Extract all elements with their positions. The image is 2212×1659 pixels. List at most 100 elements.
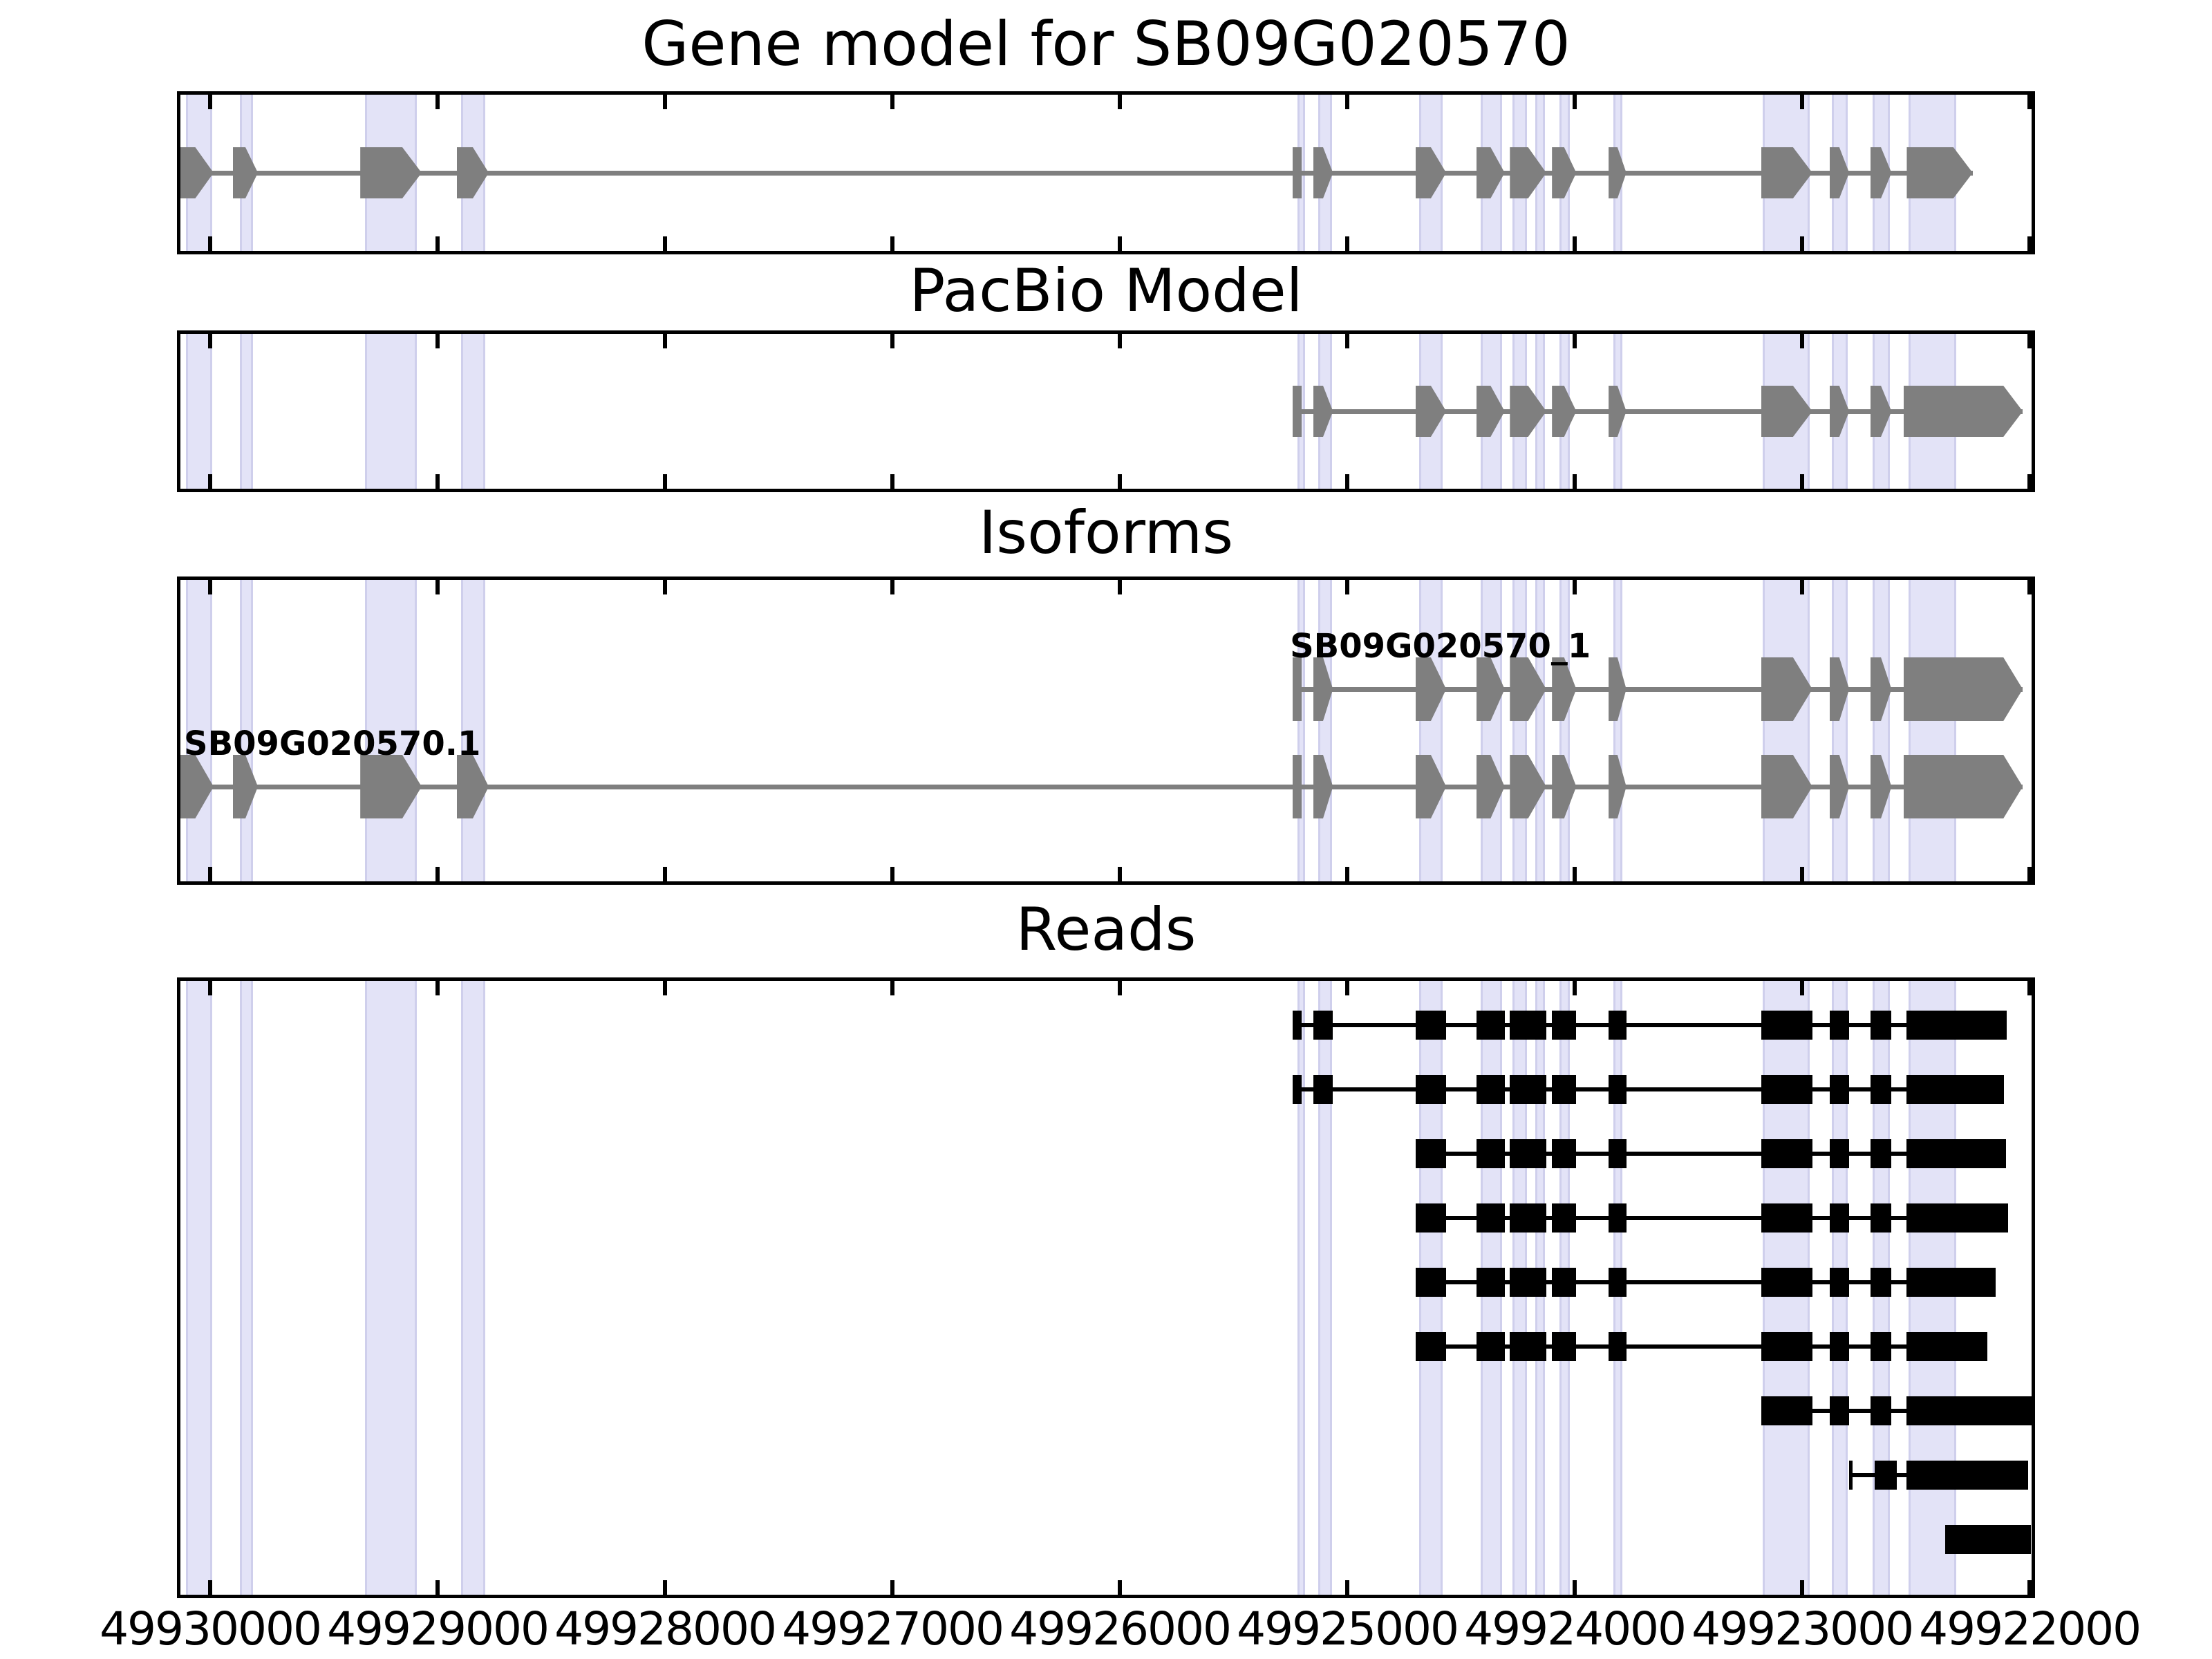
axis-tick-label: 49930000 [100, 1602, 322, 1656]
exon-highlight-band [186, 330, 213, 492]
axis-tick [2027, 236, 2032, 254]
axis-tick [1800, 1580, 1805, 1598]
axis-tick [2027, 330, 2032, 348]
pacbio-panel-title: PacBio Model [909, 256, 1303, 326]
exon-highlight-band [1831, 577, 1848, 885]
axis-tick [890, 577, 895, 594]
read-block [1510, 1075, 1546, 1104]
read-block [1761, 1203, 1812, 1232]
read-block [1870, 1139, 1892, 1168]
axis-tick [663, 236, 668, 254]
exon-highlight-band [186, 977, 213, 1598]
intron-line [177, 170, 1973, 176]
axis-tick [663, 977, 668, 995]
read-block [1761, 1075, 1812, 1104]
read-block [1906, 1396, 2032, 1425]
read-block [1829, 1011, 1850, 1040]
axis-tick [208, 236, 213, 254]
axis-tick [1573, 91, 1577, 109]
read-block [1476, 1075, 1505, 1104]
read-block [1609, 1139, 1627, 1168]
read-block [1552, 1203, 1577, 1232]
intron-line [1293, 1087, 2005, 1091]
read-block [1609, 1011, 1627, 1040]
exon-block [233, 147, 258, 198]
isoforms-panel-title: Isoforms [978, 498, 1234, 568]
axis-tick [435, 867, 440, 885]
read-block [1293, 1075, 1302, 1104]
axis-tick [1573, 1580, 1577, 1598]
exon-highlight-band [1613, 577, 1623, 885]
exon-highlight-band [1762, 577, 1810, 885]
exon-highlight-band [1480, 577, 1503, 885]
intron-line [1293, 686, 2023, 692]
axis-tick [1345, 474, 1350, 492]
axis-tick [1118, 236, 1123, 254]
axis-tick [663, 1580, 668, 1598]
axis-tick [663, 330, 668, 348]
axis-tick-label: 49925000 [1237, 1602, 1459, 1656]
axis-tick [1118, 330, 1123, 348]
read-block [1829, 1075, 1850, 1104]
axis-tick [208, 867, 213, 885]
read-block [1761, 1268, 1812, 1297]
axis-tick [1800, 977, 1805, 995]
exon-highlight-band [1318, 577, 1332, 885]
exon-highlight-band [460, 330, 486, 492]
exon-block [1904, 755, 2023, 818]
axis-tick [1118, 91, 1123, 109]
axis-tick [1573, 330, 1577, 348]
axis-tick [1345, 977, 1350, 995]
axis-tick [208, 330, 213, 348]
read-block [1906, 1461, 2029, 1490]
axis-tick [1118, 474, 1123, 492]
axis-tick [1118, 577, 1123, 594]
read-block [1510, 1332, 1546, 1361]
exon-highlight-band [1512, 577, 1527, 885]
axis-tick [1800, 91, 1805, 109]
exon-highlight-band [1908, 577, 1957, 885]
axis-tick [1800, 474, 1805, 492]
exon-block [1293, 657, 1302, 721]
axis-tick [2027, 867, 2032, 885]
axis-tick [890, 1580, 895, 1598]
read-block [1476, 1011, 1505, 1040]
read-block [1313, 1075, 1333, 1104]
exon-block [1906, 147, 1972, 198]
exon-highlight-band [460, 977, 486, 1598]
axis-tick [1573, 977, 1577, 995]
exon-block [1293, 386, 1302, 437]
read-block [1476, 1332, 1505, 1361]
read-block [1609, 1268, 1627, 1297]
axis-tick [208, 977, 213, 995]
read-block [1906, 1139, 2006, 1168]
exon-highlight-band [1559, 577, 1571, 885]
isoform-label: SB09G020570.1 [184, 724, 481, 763]
exon-highlight-band [1318, 977, 1332, 1598]
exon-block [233, 755, 258, 818]
axis-tick [890, 867, 895, 885]
read-block [1415, 1203, 1447, 1232]
intron-line [1415, 1344, 1988, 1349]
axis-tick [435, 330, 440, 348]
axis-tick [1800, 577, 1805, 594]
pacbio-model-panel [177, 330, 2035, 492]
exon-block [1552, 755, 1576, 818]
gene-model-panel [177, 91, 2035, 254]
axis-tick-label: 49929000 [327, 1602, 550, 1656]
exon-block [1609, 147, 1627, 198]
axis-tick [1345, 1580, 1350, 1598]
read-block [1510, 1139, 1546, 1168]
exon-highlight-band [1297, 577, 1306, 885]
reads-panel [177, 977, 2035, 1598]
isoform-label: SB09G020570_1 [1290, 627, 1591, 666]
axis-tick [1573, 577, 1577, 594]
axis-tick [1800, 236, 1805, 254]
axis-tick [1118, 1580, 1123, 1598]
exon-highlight-band [364, 330, 417, 492]
read-block [1761, 1139, 1812, 1168]
read-block [1476, 1139, 1505, 1168]
read-block [1870, 1075, 1892, 1104]
intron-line [1761, 1409, 2032, 1413]
axis-tick [1345, 91, 1350, 109]
